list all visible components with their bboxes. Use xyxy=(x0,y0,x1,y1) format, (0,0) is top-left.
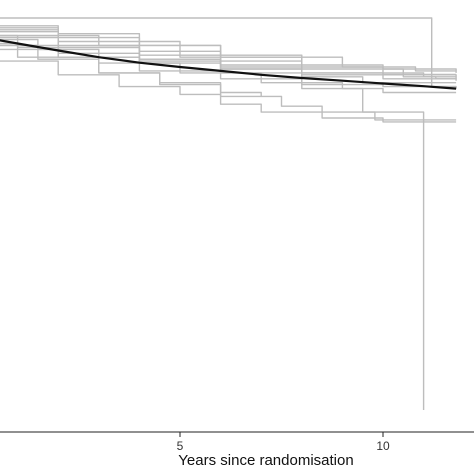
x-axis-label: Years since randomisation xyxy=(178,452,354,469)
stratum-survival-curve-3 xyxy=(0,44,457,76)
stratum-survival-curve-9 xyxy=(0,60,457,123)
survival-curves xyxy=(0,17,457,410)
stratum-survival-curve-15 xyxy=(0,31,425,410)
stratum-survival-curve-12 xyxy=(0,34,457,73)
pooled-survival-curve xyxy=(0,39,457,90)
stratum-survival-curve-10 xyxy=(0,44,457,121)
stratum-survival-curve-4 xyxy=(0,36,457,71)
x-axis-ticks: 5 10 xyxy=(177,432,390,453)
stratum-survival-curve-14 xyxy=(0,29,457,80)
x-tick-label-10: 10 xyxy=(376,439,390,453)
x-tick-label-5: 5 xyxy=(177,439,184,453)
stratum-survival-curve-13 xyxy=(0,17,457,88)
